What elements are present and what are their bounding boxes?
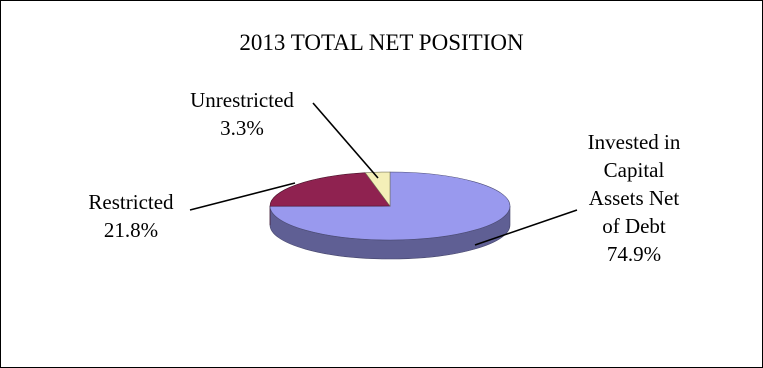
pie-slice-0 [269, 171, 511, 241]
leader-line-2 [312, 102, 379, 179]
slice-name-line-0: Invested in [588, 130, 681, 154]
slice-percent-0: 74.9% [607, 242, 661, 266]
slice-name-line-0: Capital [604, 158, 665, 182]
pie-slice-2 [364, 171, 391, 207]
slice-label-1: Restricted 21.8% [88, 190, 174, 242]
leader-line-0 [474, 209, 578, 246]
slice-name-line-0: Assets Net [589, 186, 680, 210]
pie-slice-1 [269, 172, 391, 207]
slice-label-2: Unrestricted 3.3% [190, 88, 294, 140]
leader-line-1 [189, 182, 296, 211]
slice-percent-1: 21.8% [104, 218, 158, 242]
slice-name-line-0: of Debt [602, 214, 666, 238]
chart-title: 2013 TOTAL NET POSITION [239, 30, 524, 55]
slice-label-0: Invested in Capital Assets Net of Debt 74.9% [588, 130, 681, 266]
slice-percent-2: 3.3% [220, 116, 264, 140]
slice-name-line-1: Restricted [88, 190, 174, 214]
slice-name-line-2: Unrestricted [190, 88, 294, 112]
